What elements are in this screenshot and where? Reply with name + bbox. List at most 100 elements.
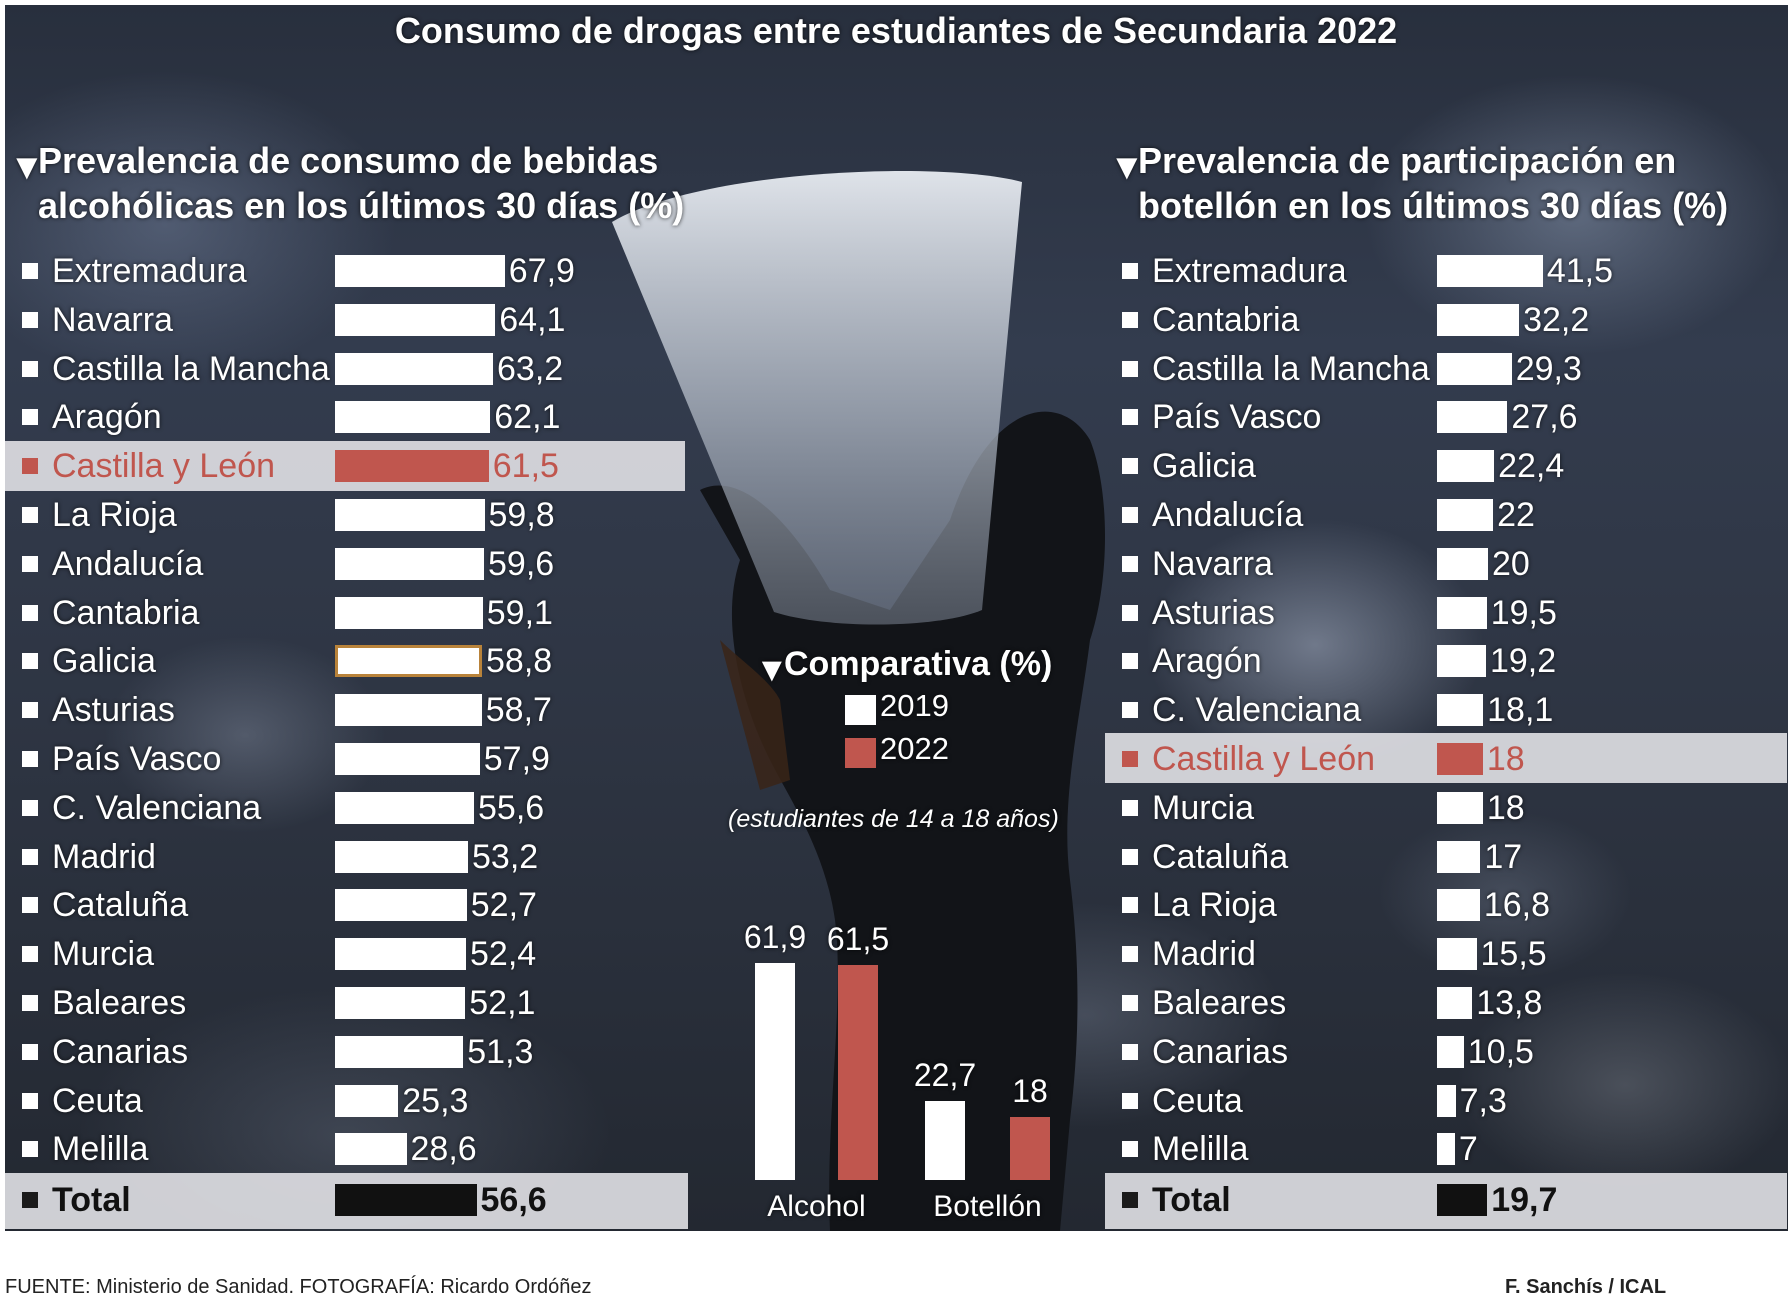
legend-label-2022: 2022 (880, 731, 949, 766)
value-label: 52,4 (470, 935, 537, 974)
category-label: C. Valenciana (1152, 691, 1362, 730)
value-label: 28,6 (410, 1130, 477, 1169)
category-label: Castilla y León (1152, 740, 1376, 778)
legend-swatch-2022 (845, 738, 876, 768)
comparison-title: ▼ Comparativa (%) (755, 642, 1052, 689)
bullet-square-icon (22, 507, 38, 523)
author-credit: F. Sanchís / ICAL (1505, 1276, 1667, 1298)
value-label: 15,5 (1480, 935, 1547, 974)
bullet-square-icon (1122, 751, 1138, 767)
value-label: 62,1 (494, 398, 561, 437)
comparison-bar (1010, 1117, 1050, 1180)
bullet-square-icon (22, 897, 38, 914)
bar (335, 938, 466, 971)
bar-row: Galicia 22,4 (1122, 443, 1792, 489)
bar (335, 1184, 477, 1216)
left-chart-title: ▼ Prevalencia de consumo de bebidas alco… (9, 138, 685, 228)
value-label: 18,1 (1487, 691, 1554, 730)
bullet-square-icon (22, 604, 38, 621)
value-label: 19,2 (1489, 642, 1557, 681)
bullet-square-icon (1122, 1192, 1138, 1208)
bar-row: Total 19,7 (1122, 1177, 1792, 1223)
category-label: Cataluña (1152, 837, 1289, 876)
bar-row: Madrid 53,2 (22, 834, 702, 880)
bar-row: País Vasco 27,6 (1122, 394, 1792, 440)
bar-row: Aragón 19,2 (1122, 638, 1792, 684)
bar (1437, 840, 1481, 873)
value-label: 52,1 (469, 984, 536, 1022)
triangle-down-icon: ▼ (9, 146, 45, 187)
bar-row: Ceuta 7,3 (1122, 1078, 1792, 1124)
bullet-square-icon (1122, 458, 1138, 475)
bar (335, 840, 468, 873)
bar (335, 1035, 464, 1068)
category-label: Baleares (1152, 984, 1287, 1022)
value-label: 52,7 (470, 886, 537, 925)
bar (1437, 1035, 1464, 1068)
comparison-value-label: 22,7 (913, 1056, 977, 1093)
value-label: 67,9 (508, 252, 575, 290)
category-label: Navarra (1152, 544, 1273, 583)
bullet-square-icon (22, 946, 38, 963)
bar-row: Cantabria 59,1 (22, 590, 702, 636)
bar (1437, 791, 1483, 824)
bar-row: C. Valenciana 55,6 (22, 785, 702, 831)
category-label: Asturias (1152, 593, 1275, 632)
bullet-square-icon (22, 751, 38, 767)
legend-label-2019: 2019 (880, 688, 949, 723)
category-label: Castilla la Mancha (1152, 349, 1430, 388)
bar-row: Canarias 10,5 (1122, 1029, 1792, 1075)
bar (335, 499, 485, 531)
value-label: 17 (1484, 837, 1523, 876)
value-label: 19,7 (1491, 1181, 1558, 1219)
value-label: 20 (1492, 544, 1530, 583)
value-label: 18 (1486, 740, 1525, 778)
value-label: 63,2 (497, 349, 564, 388)
left-title-line1: Prevalencia de consumo de bebidas (38, 140, 659, 181)
value-label: 29,3 (1515, 349, 1582, 388)
category-label: Cantabria (1152, 300, 1300, 339)
bar-row: Andalucía 59,6 (22, 541, 702, 587)
bar (335, 645, 482, 678)
category-label: Andalucía (52, 544, 204, 583)
category-label: Castilla la Mancha (52, 349, 330, 388)
value-label: 64,1 (499, 300, 566, 339)
bullet-square-icon (1122, 507, 1138, 523)
left-title-line2: alcohólicas en los últimos 30 días (%) (38, 185, 685, 226)
bar-row: Baleares 52,1 (22, 980, 702, 1026)
value-label: 55,6 (478, 788, 545, 827)
bar-row: Galicia 58,8 (22, 638, 702, 684)
bullet-square-icon (22, 555, 38, 572)
bar-row: Asturias 58,7 (22, 687, 702, 733)
bullet-square-icon (1122, 946, 1138, 963)
bar (335, 1133, 407, 1166)
bar (335, 596, 483, 629)
source-note: FUENTE: Ministerio de Sanidad. FOTOGRAFÍ… (5, 1276, 592, 1298)
value-label: 58,7 (485, 691, 552, 730)
value-label: 25,3 (402, 1081, 469, 1120)
bullet-square-icon (1122, 604, 1138, 621)
bullet-square-icon (1122, 360, 1138, 377)
bar (1437, 938, 1477, 971)
bar (1437, 694, 1484, 727)
category-label: Galicia (1152, 447, 1256, 486)
category-label: Andalucía (1152, 496, 1304, 534)
right-chart-title: ▼ Prevalencia de participación en botell… (1109, 138, 1728, 228)
bar (335, 694, 482, 727)
bar (335, 255, 505, 287)
bullet-square-icon (22, 1043, 38, 1060)
value-label: 22,4 (1498, 447, 1565, 486)
comparison-bar (838, 964, 878, 1180)
bar (1437, 1184, 1488, 1216)
bar (1437, 401, 1508, 434)
legend-swatch-2019 (845, 695, 876, 725)
bar (1437, 1133, 1455, 1166)
bar-row: Murcia 52,4 (22, 931, 702, 977)
value-label: 10,5 (1467, 1032, 1534, 1071)
bar (335, 450, 489, 483)
value-label: 22 (1497, 496, 1535, 534)
comparison-category-label: Botellón (933, 1190, 1042, 1223)
bar (335, 352, 493, 385)
bar (335, 547, 484, 580)
bar-row: Castilla y León 18 (1122, 736, 1792, 782)
